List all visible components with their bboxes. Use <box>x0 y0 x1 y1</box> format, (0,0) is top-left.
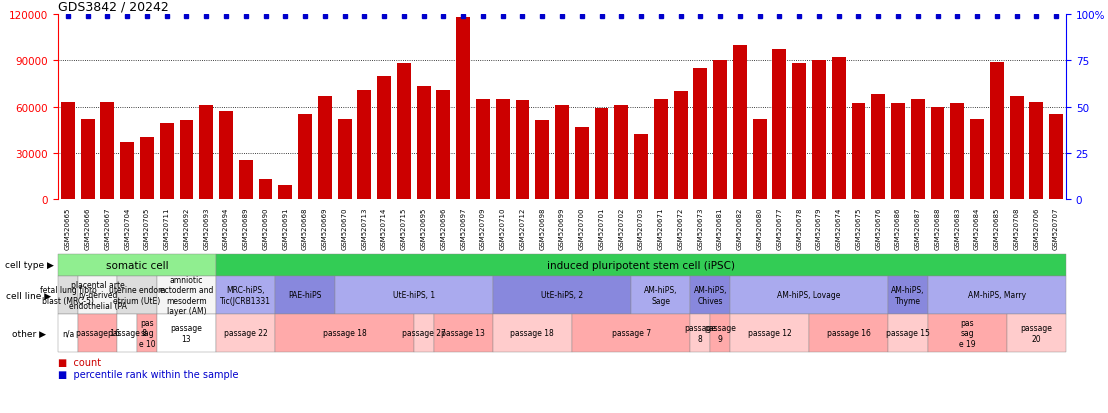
Text: passage 16: passage 16 <box>827 329 871 338</box>
Bar <box>634 135 648 199</box>
Bar <box>1049 115 1063 199</box>
Bar <box>258 180 273 199</box>
Text: ■  count: ■ count <box>58 357 101 367</box>
Text: passage
20: passage 20 <box>1020 323 1053 343</box>
Bar <box>931 107 944 199</box>
Bar <box>81 119 94 199</box>
Text: passage 27: passage 27 <box>402 329 445 338</box>
Bar <box>515 101 530 199</box>
Bar <box>476 100 490 199</box>
Text: somatic cell: somatic cell <box>105 260 168 271</box>
Bar <box>338 119 351 199</box>
Bar <box>951 104 964 199</box>
Bar <box>495 100 510 199</box>
Text: UtE-hiPS, 1: UtE-hiPS, 1 <box>392 291 434 300</box>
Text: uterine endom
etrium (UtE): uterine endom etrium (UtE) <box>109 286 165 305</box>
Text: passage 18: passage 18 <box>322 329 367 338</box>
Text: passage 18: passage 18 <box>511 329 554 338</box>
Bar <box>417 87 431 199</box>
Text: AM-hiPS,
Chives: AM-hiPS, Chives <box>694 286 727 305</box>
Bar <box>674 92 687 199</box>
Text: passage 7: passage 7 <box>612 329 650 338</box>
Bar <box>871 95 885 199</box>
Bar <box>140 138 154 199</box>
Bar <box>397 64 411 199</box>
Text: pas
sag
e 10: pas sag e 10 <box>138 318 155 348</box>
Bar <box>437 90 450 199</box>
Bar <box>575 127 588 199</box>
Text: AM-hiPS,
Sage: AM-hiPS, Sage <box>644 286 678 305</box>
Bar <box>733 46 747 199</box>
Text: PAE-hiPS: PAE-hiPS <box>288 291 321 300</box>
Bar <box>989 63 1004 199</box>
Bar <box>852 104 865 199</box>
Text: UtE-hiPS, 2: UtE-hiPS, 2 <box>541 291 583 300</box>
Text: pas
sag
e 19: pas sag e 19 <box>958 318 975 348</box>
Text: MRC-hiPS,
Tic(JCRB1331: MRC-hiPS, Tic(JCRB1331 <box>220 286 271 305</box>
Bar <box>752 119 767 199</box>
Bar <box>298 115 312 199</box>
Bar <box>179 121 194 199</box>
Bar <box>121 142 134 199</box>
Text: passage
9: passage 9 <box>705 323 736 343</box>
Bar <box>891 104 905 199</box>
Text: induced pluripotent stem cell (iPSC): induced pluripotent stem cell (iPSC) <box>547 260 735 271</box>
Text: cell type ▶: cell type ▶ <box>4 261 53 270</box>
Text: passage 16: passage 16 <box>75 329 120 338</box>
Bar <box>219 112 233 199</box>
Text: fetal lung fibro
blast (MRC-5): fetal lung fibro blast (MRC-5) <box>40 286 96 305</box>
Bar <box>614 106 628 199</box>
Bar <box>160 124 174 199</box>
Bar <box>595 109 608 199</box>
Bar <box>318 97 331 199</box>
Text: n/a: n/a <box>62 329 74 338</box>
Bar <box>535 121 550 199</box>
Text: passage
13: passage 13 <box>171 323 203 343</box>
Text: AM-hiPS, Marry: AM-hiPS, Marry <box>967 291 1026 300</box>
Text: passage 22: passage 22 <box>224 329 268 338</box>
Bar <box>358 90 371 199</box>
Bar <box>1029 102 1044 199</box>
Bar <box>456 18 470 199</box>
Text: passage 12: passage 12 <box>748 329 791 338</box>
Text: ■  percentile rank within the sample: ■ percentile rank within the sample <box>58 369 238 379</box>
Bar <box>101 102 114 199</box>
Text: AM-hiPS, Lovage: AM-hiPS, Lovage <box>778 291 841 300</box>
Text: other ▶: other ▶ <box>12 329 47 338</box>
Bar <box>61 102 75 199</box>
Bar <box>694 69 707 199</box>
Text: passage 13: passage 13 <box>441 329 485 338</box>
Text: passage
8: passage 8 <box>685 323 716 343</box>
Text: cell line ▶: cell line ▶ <box>7 291 52 300</box>
Bar <box>971 119 984 199</box>
Bar <box>792 64 807 199</box>
Bar <box>772 50 787 199</box>
Bar <box>654 100 668 199</box>
Bar <box>199 106 213 199</box>
Text: amniotic
ectoderm and
mesoderm
layer (AM): amniotic ectoderm and mesoderm layer (AM… <box>160 275 213 316</box>
Bar <box>812 61 825 199</box>
Text: passage 15: passage 15 <box>886 329 930 338</box>
Bar <box>239 161 253 199</box>
Bar <box>832 58 845 199</box>
Bar <box>714 61 727 199</box>
Bar <box>555 106 568 199</box>
Text: passage 8: passage 8 <box>107 329 146 338</box>
Bar <box>377 76 391 199</box>
Text: placental arte
ry-derived
endothelial (PA: placental arte ry-derived endothelial (P… <box>69 280 126 310</box>
Bar <box>1009 97 1024 199</box>
Bar <box>911 100 925 199</box>
Bar <box>278 186 293 199</box>
Text: AM-hiPS,
Thyme: AM-hiPS, Thyme <box>891 286 925 305</box>
Text: GDS3842 / 20242: GDS3842 / 20242 <box>58 1 168 14</box>
